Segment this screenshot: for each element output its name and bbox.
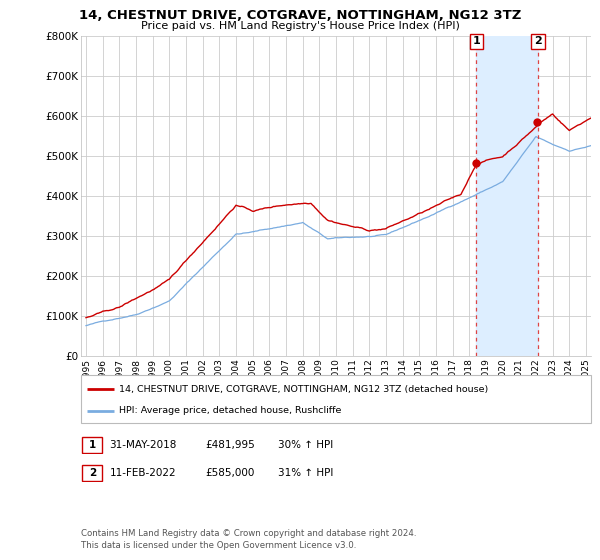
Text: 1: 1 [89,440,96,450]
Text: 2: 2 [534,36,542,46]
Text: 30% ↑ HPI: 30% ↑ HPI [277,440,333,450]
Text: 31% ↑ HPI: 31% ↑ HPI [277,468,333,478]
Text: £481,995: £481,995 [206,440,255,450]
Text: Price paid vs. HM Land Registry's House Price Index (HPI): Price paid vs. HM Land Registry's House … [140,21,460,31]
Text: 11-FEB-2022: 11-FEB-2022 [110,468,176,478]
Text: 2: 2 [89,468,96,478]
Text: Contains HM Land Registry data © Crown copyright and database right 2024.
This d: Contains HM Land Registry data © Crown c… [81,529,416,550]
Text: 1: 1 [472,36,480,46]
Text: 31-MAY-2018: 31-MAY-2018 [110,440,177,450]
Text: HPI: Average price, detached house, Rushcliffe: HPI: Average price, detached house, Rush… [119,407,341,416]
Text: 14, CHESTNUT DRIVE, COTGRAVE, NOTTINGHAM, NG12 3TZ (detached house): 14, CHESTNUT DRIVE, COTGRAVE, NOTTINGHAM… [119,385,488,394]
Text: £585,000: £585,000 [206,468,255,478]
Text: 14, CHESTNUT DRIVE, COTGRAVE, NOTTINGHAM, NG12 3TZ: 14, CHESTNUT DRIVE, COTGRAVE, NOTTINGHAM… [79,9,521,22]
Bar [476,36,538,356]
FancyBboxPatch shape [82,437,103,453]
FancyBboxPatch shape [81,375,591,423]
FancyBboxPatch shape [82,465,103,481]
